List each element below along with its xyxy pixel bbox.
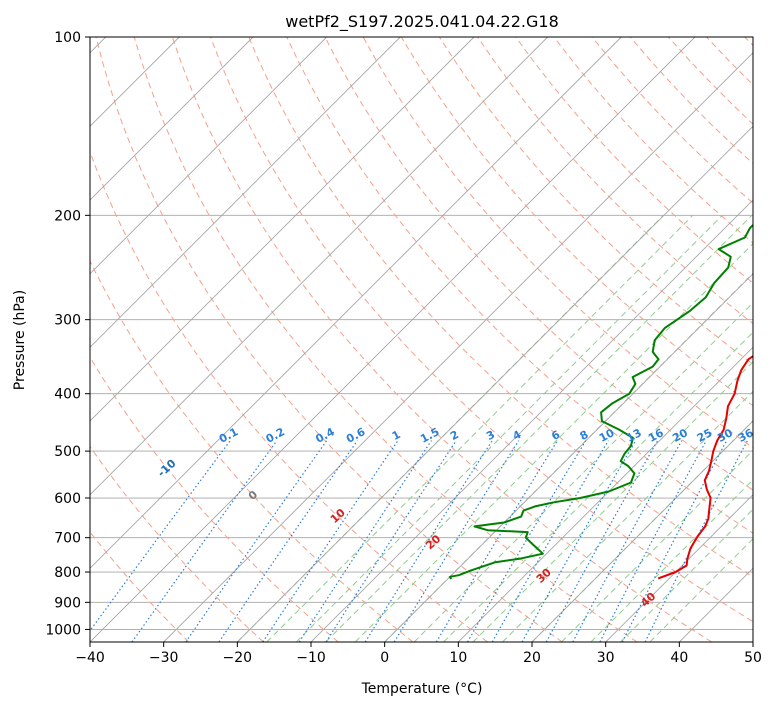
isotherm-line [90, 37, 549, 496]
dry-adiabat [171, 37, 712, 642]
moist-adiabat [413, 302, 753, 642]
isotherm-line [310, 199, 753, 642]
isotherm-line [605, 494, 753, 642]
mixing-ratio-line [644, 440, 748, 642]
y-tick-label: 100 [54, 30, 81, 46]
y-axis-title: Pressure (hPa) [12, 290, 28, 390]
isotherm-line [384, 273, 753, 642]
isotherm-line [457, 346, 753, 642]
isotherm-line [90, 37, 622, 569]
moist-adiabat [295, 214, 723, 642]
mixing-ratio-label: 13 [624, 426, 644, 445]
isotherm-line [90, 37, 328, 275]
isotherm-line [90, 37, 401, 348]
mixing-ratio-line [572, 440, 683, 642]
adiabat-curves [90, 37, 753, 642]
moist-adiabat [472, 361, 753, 642]
y-tick-label: 400 [54, 387, 81, 403]
dry-adiabat [90, 445, 264, 642]
y-tick-label: 900 [54, 595, 81, 611]
mixing-ratio-label: 10 [597, 426, 617, 445]
dewpoint-line [448, 223, 753, 580]
mixing-ratio-line [545, 440, 659, 642]
mixing-ratio-line [185, 440, 328, 642]
moist-adiabat [354, 242, 753, 642]
x-tick-label: −20 [223, 650, 253, 666]
y-tick-label: 700 [54, 531, 81, 547]
isotherm-line [163, 52, 753, 642]
isotherm-line [90, 37, 254, 201]
moist-adiabat [443, 331, 753, 642]
dry-adiabat [515, 37, 753, 284]
isotherm-line [531, 420, 753, 642]
moist-adiabat [266, 214, 694, 642]
dry-adiabat [324, 37, 753, 491]
x-tick-label: 10 [449, 650, 467, 666]
mixing-ratio-line [393, 440, 520, 642]
mixing-ratio-line [298, 440, 432, 642]
mixing-ratio-label: 30 [715, 426, 735, 445]
y-tick-label: 1000 [45, 622, 81, 638]
chart-title: wetPf2_S197.2025.041.04.22.G18 [285, 12, 559, 32]
moist-adiabat [620, 508, 753, 642]
mixing-ratio-line [364, 440, 493, 642]
profile-lines [448, 223, 753, 580]
dry-adiabat [210, 37, 753, 623]
dry-adiabat [286, 37, 753, 534]
mixing-ratio-line [466, 440, 587, 642]
moist-adiabat [590, 479, 753, 642]
mixing-ratio-label: 25 [695, 426, 715, 445]
isotherm-lines [90, 37, 753, 642]
x-axis: −40 −30 −20 −10 0 10 20 30 40 50 [75, 642, 762, 666]
y-axis: 100 200 300 400 500 600 700 800 900 1000 [45, 30, 90, 638]
dry-adiabat [90, 356, 339, 642]
x-tick-label: −40 [75, 650, 105, 666]
dry-adiabat [95, 37, 563, 642]
x-tick-label: 30 [597, 650, 615, 666]
x-tick-label: −30 [149, 650, 179, 666]
x-tick-label: 40 [670, 650, 688, 666]
x-tick-label: 50 [744, 650, 762, 666]
isotherm-line [236, 125, 753, 642]
y-tick-label: 800 [54, 565, 81, 581]
plot-area: 0.10.20.40.611.52346810131620253036-100-… [90, 37, 756, 642]
isotherm-line [90, 37, 696, 642]
isotherm-line [90, 37, 475, 422]
x-tick-label: 20 [523, 650, 541, 666]
plot-frame [89, 36, 754, 643]
x-tick-label: 0 [380, 650, 389, 666]
x-axis-title: Temperature (°C) [361, 681, 483, 697]
y-tick-label: 500 [54, 444, 81, 460]
mixing-ratio-label: 20 [670, 426, 690, 445]
mixing-ratio-line [131, 440, 278, 642]
dry-adiabat [133, 37, 638, 642]
mixing-ratio-lines [90, 440, 748, 642]
mixing-ratio-line [325, 440, 457, 642]
moist-adiabat [325, 214, 753, 642]
moist-adiabat [561, 449, 753, 642]
dry-adiabat [90, 259, 414, 642]
mixing-ratio-line [521, 440, 637, 642]
y-tick-label: 200 [54, 208, 81, 224]
temperature-line [657, 355, 753, 580]
pressure-gridlines [90, 37, 753, 630]
dry-adiabat [248, 37, 753, 578]
y-tick-label: 300 [54, 313, 81, 329]
mixing-ratio-line [262, 440, 399, 642]
mixing-ratio-label: 16 [646, 426, 666, 445]
mixing-ratio-label: 36 [736, 426, 756, 445]
mixing-ratio-line [90, 440, 231, 632]
y-tick-label: 600 [54, 491, 81, 507]
x-tick-label: −10 [296, 650, 326, 666]
moist-adiabat [502, 390, 753, 642]
moist-adiabat [649, 538, 753, 642]
mixing-ratio-line [491, 440, 609, 642]
mixing-ratio-line [435, 440, 558, 642]
